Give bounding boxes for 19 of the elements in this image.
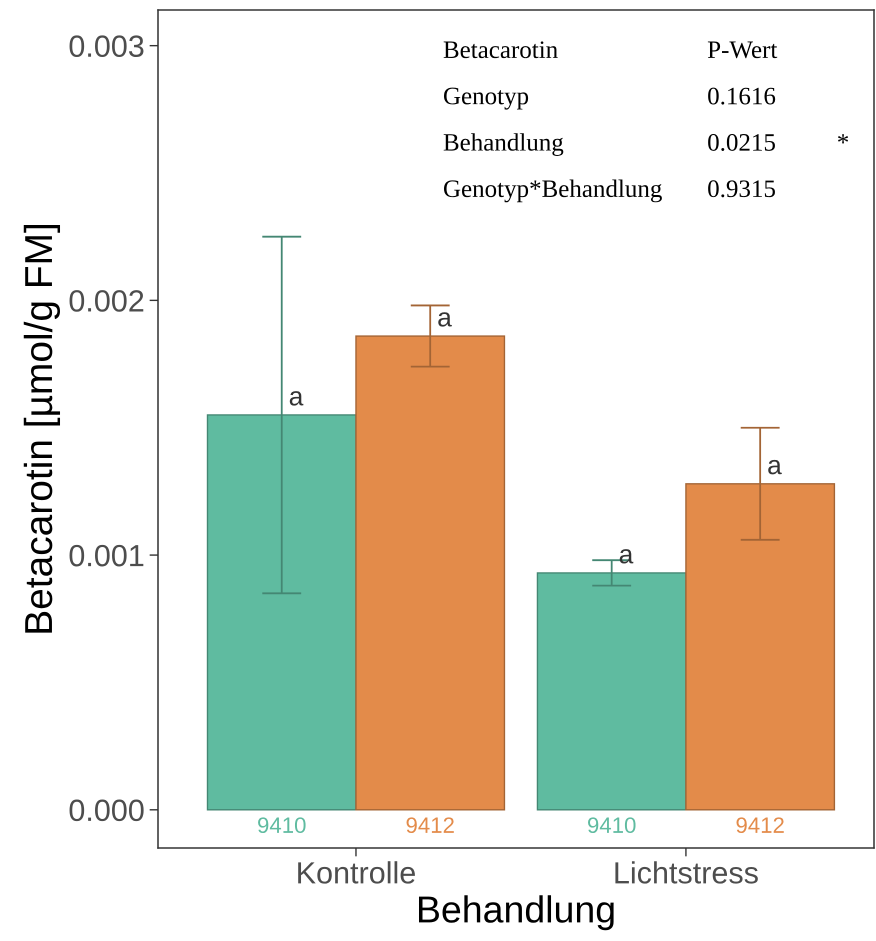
y-axis-title: Betacarotin [µmol/g FM] — [24, 224, 60, 633]
x-axis-title: Behandlung — [418, 895, 614, 930]
text: Behandlung 0.0215 * — [444, 133, 848, 156]
series-label: 9410 — [258, 817, 306, 834]
x-tick-label: Lichtstress — [615, 861, 758, 884]
text: Genotyp*Behandlung 0.9315 — [444, 180, 775, 202]
data-label: a — [290, 391, 304, 406]
text: 9412 — [736, 817, 784, 834]
y-tick-label: 0.002 — [70, 290, 144, 312]
x-tick-label: Kontrolle — [298, 861, 415, 884]
text: Betacarotin P-Wert — [444, 41, 778, 58]
y-tick-label: 0.000 — [70, 800, 144, 822]
y-tick-label: 0.001 — [70, 544, 144, 566]
data-label: a — [438, 312, 452, 327]
data-label: a — [768, 460, 782, 474]
series-label: 9412 — [406, 817, 454, 834]
y-tick-label: 0.003 — [70, 35, 144, 58]
text: Genotyp 0.1616 — [444, 88, 776, 110]
text: 9410 — [588, 817, 636, 834]
